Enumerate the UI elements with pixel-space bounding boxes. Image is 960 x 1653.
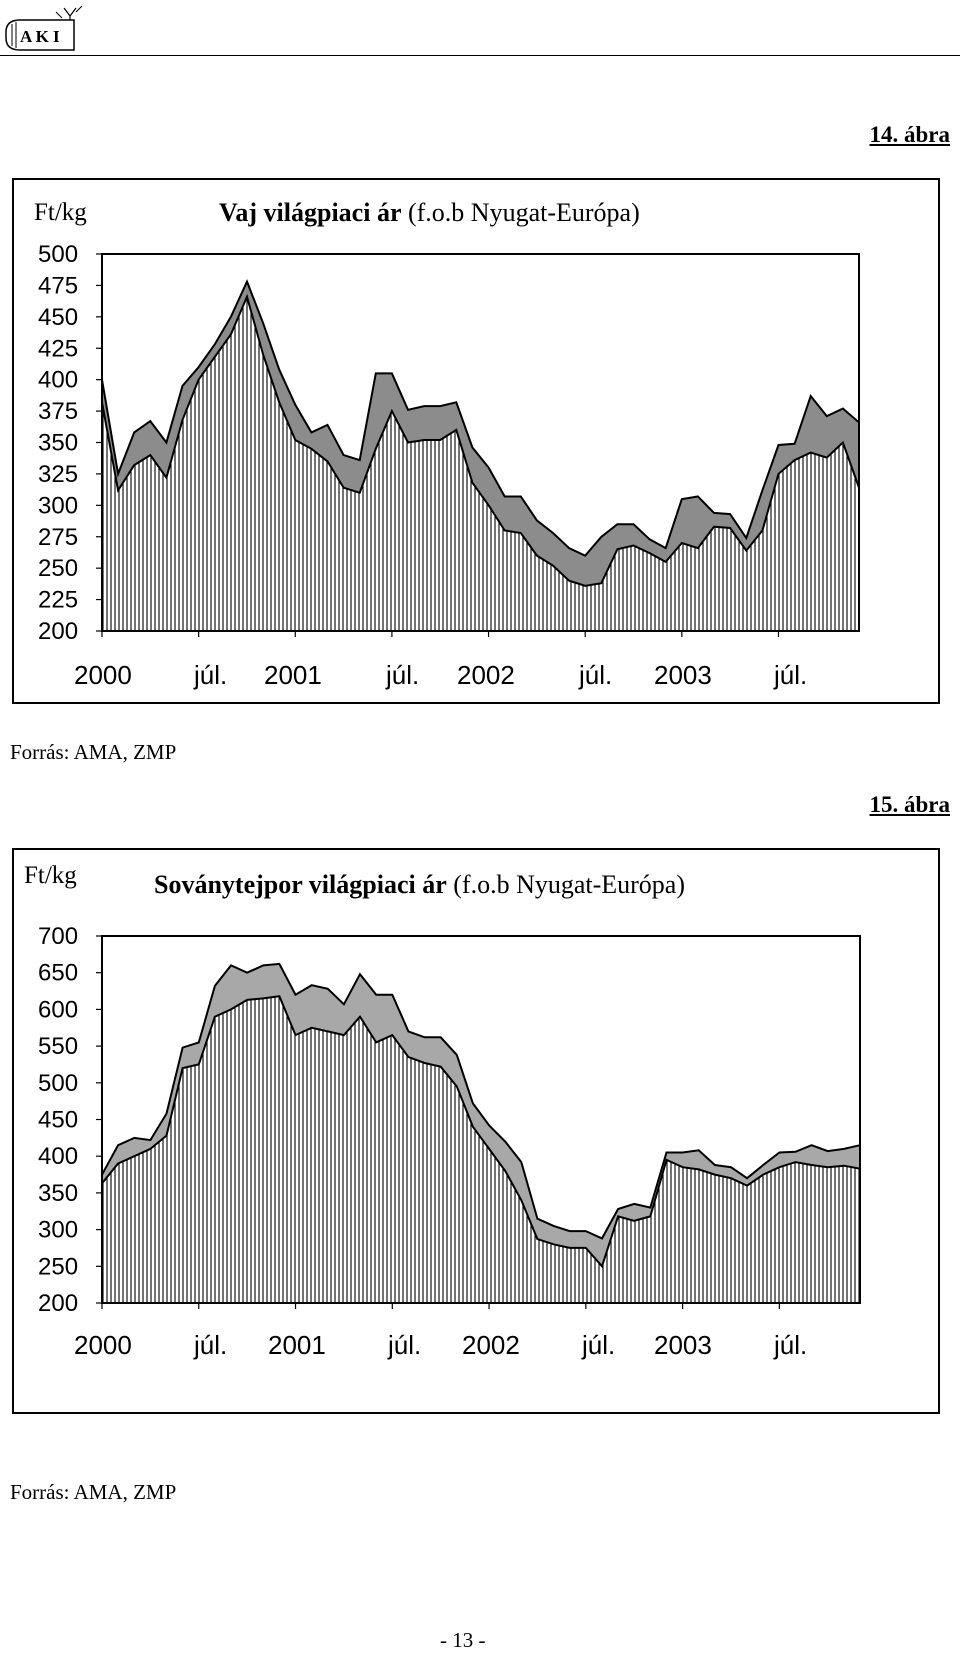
series-lower-area (101, 995, 861, 1304)
x-tick-label: júl. (773, 660, 807, 690)
y-tick-label: 700 (38, 923, 78, 950)
y-tick-label: 475 (38, 272, 78, 299)
chart-title-bold: Vaj világpiaci ár (219, 198, 402, 227)
y-tick-label: 200 (38, 1290, 78, 1317)
y-tick-label: 300 (38, 492, 78, 519)
y-tick-label: 425 (38, 335, 78, 362)
y-tick-label: 325 (38, 461, 78, 488)
header-rule (0, 55, 960, 56)
x-tick-label: júl. (578, 660, 612, 690)
x-tick-label: 2002 (457, 660, 515, 690)
page-number: - 13 - (440, 1628, 486, 1652)
y-tick-label: 650 (38, 960, 78, 987)
chart-title-rest: (f.o.b Nyugat-Európa) (446, 870, 686, 899)
aki-logo: A K I (4, 2, 84, 54)
y-tick-label: 375 (38, 398, 78, 425)
y-tick-label: 250 (38, 555, 78, 582)
x-tick-label: júl. (581, 1330, 615, 1360)
x-tick-label: 2000 (74, 1330, 132, 1360)
series-lower-area (101, 293, 860, 632)
chart-title-rest: (f.o.b Nyugat-Európa) (401, 198, 640, 227)
x-tick-label: 2000 (74, 660, 132, 690)
source-note: Forrás: AMA, ZMP (10, 1480, 177, 1504)
y-unit-label: Ft/kg (34, 199, 87, 226)
y-tick-label: 200 (38, 618, 78, 645)
x-tick-label: júl. (773, 1330, 807, 1360)
chart-frame-skim-milk-powder: Ft/kg Soványtejpor világpiaci ár (f.o.b … (12, 848, 940, 1414)
y-tick-label: 350 (38, 430, 78, 457)
x-tick-label: júl. (385, 660, 419, 690)
y-tick-label: 350 (38, 1180, 78, 1207)
x-tick-label: júl. (193, 660, 227, 690)
chart-title-bold: Soványtejpor világpiaci ár (154, 870, 447, 899)
y-tick-label: 450 (38, 1107, 78, 1134)
y-tick-label: 450 (38, 304, 78, 331)
y-tick-label: 550 (38, 1033, 78, 1060)
x-tick-label: júl. (193, 1330, 227, 1360)
aki-logo-graphic: A K I (5, 5, 83, 51)
y-tick-label: 225 (38, 587, 78, 614)
logo-text: A K I (20, 27, 60, 46)
x-tick-label: 2001 (268, 1330, 326, 1360)
y-tick-label: 400 (38, 367, 78, 394)
y-unit-label: Ft/kg (24, 862, 77, 889)
x-tick-label: 2003 (654, 1330, 712, 1360)
chart-frame-butter: Ft/kg Vaj világpiaci ár (f.o.b Nyugat-Eu… (12, 178, 940, 704)
y-tick-label: 600 (38, 996, 78, 1023)
figure-label: 14. ábra (869, 122, 951, 147)
x-tick-label: 2002 (462, 1330, 520, 1360)
source-note: Forrás: AMA, ZMP (10, 740, 177, 764)
y-tick-label: 300 (38, 1217, 78, 1244)
y-tick-label: 500 (38, 241, 78, 268)
x-tick-label: 2001 (264, 660, 322, 690)
y-tick-label: 500 (38, 1070, 78, 1097)
y-tick-label: 400 (38, 1143, 78, 1170)
figure-label: 15. ábra (869, 792, 951, 817)
y-tick-label: 275 (38, 524, 78, 551)
chart-title: Vaj világpiaci ár (f.o.b Nyugat-Európa) (219, 198, 640, 228)
skim-milk-powder-price-chart: 700 650 600 550 500 450 400 350 300 250 200 2000 júl… (38, 923, 861, 1360)
butter-price-chart: 5004754504254003753503253002752502252002… (38, 241, 860, 690)
x-tick-label: júl. (387, 1330, 421, 1360)
y-tick-label: 250 (38, 1253, 78, 1280)
chart-title: Soványtejpor világpiaci ár (f.o.b Nyugat… (154, 870, 685, 900)
x-tick-label: 2003 (654, 660, 712, 690)
